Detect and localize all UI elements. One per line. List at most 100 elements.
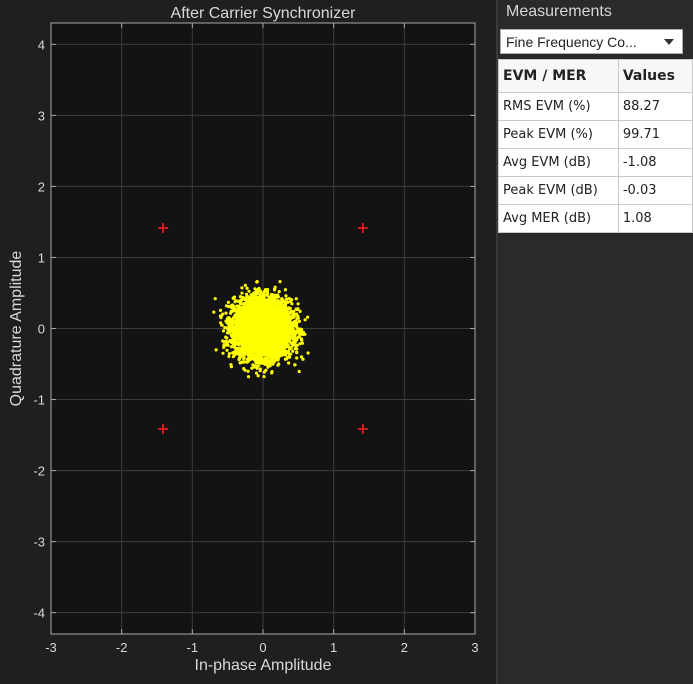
received-symbol-point — [289, 330, 293, 334]
x-tick-label: -1 — [187, 640, 199, 655]
received-symbol-point — [242, 353, 246, 357]
received-symbol-point — [227, 352, 231, 356]
received-symbol-point — [275, 299, 280, 303]
received-symbol-point — [289, 352, 293, 356]
received-symbol-point — [255, 359, 259, 363]
received-symbol-point — [243, 368, 247, 372]
received-symbol-point — [270, 371, 274, 375]
received-symbol-point — [301, 357, 305, 361]
received-symbol-point — [269, 323, 273, 327]
received-symbol-point — [250, 366, 254, 370]
received-symbol-point — [243, 325, 247, 329]
received-symbol-point — [293, 333, 297, 337]
received-symbol-point — [253, 293, 257, 297]
received-symbol-point — [284, 340, 289, 344]
received-symbol-point — [225, 348, 229, 352]
y-tick-label: -2 — [33, 464, 45, 479]
received-symbol-point — [294, 330, 298, 335]
received-symbol-point — [287, 296, 291, 301]
received-symbol-point — [228, 338, 232, 343]
received-symbol-point — [298, 309, 302, 313]
received-symbol-point — [265, 312, 269, 316]
received-symbol-point — [267, 343, 271, 347]
received-symbol-point — [229, 365, 233, 369]
received-symbol-point — [290, 309, 294, 314]
received-symbol-point — [265, 348, 269, 352]
y-tick-label: 3 — [38, 108, 45, 123]
received-symbol-point — [284, 294, 288, 298]
received-symbol-point — [259, 297, 263, 301]
received-symbol-point — [252, 302, 256, 306]
received-symbol-point — [262, 304, 266, 308]
received-symbol-point — [229, 333, 233, 337]
received-symbol-point — [276, 311, 280, 315]
received-symbol-point — [278, 317, 282, 321]
received-symbol-point — [230, 338, 235, 342]
received-symbol-point — [265, 334, 269, 338]
received-symbol-point — [245, 360, 249, 364]
received-symbol-point — [241, 337, 245, 341]
x-tick-label: -3 — [45, 640, 57, 655]
received-symbol-point — [259, 361, 263, 365]
received-symbol-point — [276, 295, 280, 299]
received-symbol-point — [282, 346, 286, 351]
received-symbol-point — [272, 299, 276, 303]
received-symbol-point — [266, 329, 270, 333]
received-symbol-point — [299, 355, 304, 359]
received-symbol-point — [222, 343, 226, 347]
received-symbol-point — [267, 364, 271, 368]
received-symbol-point — [284, 301, 288, 305]
received-symbol-point — [273, 287, 277, 291]
received-symbol-point — [238, 348, 242, 352]
received-symbol-point — [261, 336, 265, 340]
received-symbol-point — [242, 309, 246, 313]
received-symbol-point — [306, 351, 310, 355]
received-symbol-point — [235, 304, 239, 308]
received-symbol-point — [228, 322, 232, 326]
received-symbol-point — [283, 318, 287, 322]
received-symbol-point — [235, 316, 239, 320]
received-symbol-point — [280, 343, 284, 347]
received-symbol-point — [282, 321, 287, 325]
received-symbol-point — [296, 314, 300, 318]
received-symbol-point — [289, 299, 293, 303]
received-symbol-point — [229, 345, 233, 349]
plot-title: After Carrier Synchronizer — [171, 5, 357, 22]
received-symbol-point — [266, 301, 270, 306]
received-symbol-point — [268, 320, 273, 324]
received-symbol-point — [269, 330, 273, 334]
received-symbol-point — [231, 355, 235, 359]
received-symbol-point — [298, 342, 302, 346]
received-symbol-point — [235, 347, 239, 351]
received-symbol-point — [249, 355, 253, 359]
received-symbol-point — [297, 319, 301, 323]
received-symbol-point — [293, 363, 297, 367]
received-symbol-point — [280, 297, 284, 302]
received-symbol-point — [221, 329, 226, 333]
received-symbol-point — [247, 289, 251, 293]
received-symbol-point — [219, 321, 223, 325]
y-tick-label: -1 — [33, 393, 45, 408]
received-symbol-point — [271, 353, 275, 357]
received-symbol-point — [281, 325, 285, 329]
received-symbol-point — [272, 360, 276, 364]
received-symbol-point — [295, 351, 299, 355]
received-symbol-point — [247, 336, 251, 341]
received-symbol-point — [238, 361, 242, 365]
y-tick-label: 2 — [38, 179, 45, 194]
received-symbol-point — [270, 350, 274, 354]
received-symbol-point — [242, 360, 246, 364]
received-symbol-point — [225, 331, 230, 335]
received-symbol-point — [243, 283, 247, 287]
received-symbol-point — [277, 290, 281, 294]
received-symbol-point — [244, 319, 248, 323]
received-symbol-point — [258, 369, 262, 373]
y-tick-label: -3 — [33, 535, 45, 550]
received-symbol-point — [234, 322, 238, 326]
received-symbol-point — [282, 307, 286, 311]
y-tick-label: 4 — [38, 37, 45, 52]
received-symbol-point — [283, 304, 287, 308]
received-symbol-point — [238, 356, 242, 360]
received-symbol-point — [268, 337, 273, 341]
